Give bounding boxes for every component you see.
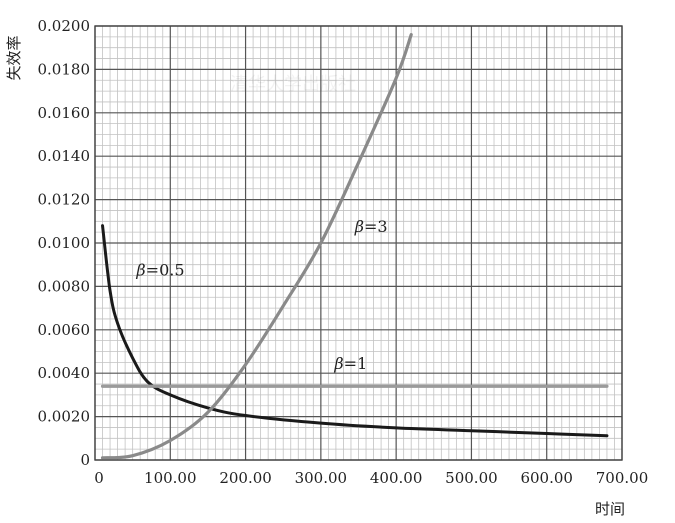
x-tick-label: 700.00 <box>596 469 649 487</box>
y-tick-label: 0.0120 <box>38 191 91 209</box>
y-tick-label: 0.0100 <box>38 234 91 252</box>
y-tick-label: 0.0180 <box>38 60 91 78</box>
curve-annotations: β=0.5 β=3 β=1 <box>135 217 387 373</box>
y-tick-label: 0.0080 <box>38 277 91 295</box>
y-tick-label: 0.0200 <box>38 17 91 35</box>
curve-label: β=0.5 <box>135 261 184 280</box>
tick-labels: 0 0.0020 0.0040 0.0060 0.0080 0.0100 0.0120 0.0… <box>38 17 649 487</box>
x-tick-label: 600.00 <box>520 469 573 487</box>
curve-label: β=1 <box>333 354 367 373</box>
x-axis-title: 时间 <box>595 500 625 518</box>
x-tick-label: 400.00 <box>370 469 423 487</box>
series-layer <box>100 33 609 460</box>
y-axis-title: 失效率 <box>5 35 23 80</box>
x-tick-label: 200.00 <box>219 469 272 487</box>
y-tick-label: 0 <box>80 451 90 469</box>
watermark: 清华大学出版社 <box>230 74 356 95</box>
x-tick-label: 0 <box>94 469 104 487</box>
y-tick-label: 0.0160 <box>38 104 91 122</box>
series-line-3 <box>100 33 413 460</box>
x-tick-label: 500.00 <box>445 469 498 487</box>
y-tick-label: 0.0060 <box>38 321 91 339</box>
x-tick-label: 300.00 <box>295 469 348 487</box>
y-tick-label: 0.0040 <box>38 364 91 382</box>
curve-label: β=3 <box>354 217 388 236</box>
y-tick-label: 0.0020 <box>38 408 91 426</box>
plot-border <box>94 25 623 461</box>
x-tick-label: 100.00 <box>144 469 197 487</box>
y-tick-label: 0.0140 <box>38 147 91 165</box>
